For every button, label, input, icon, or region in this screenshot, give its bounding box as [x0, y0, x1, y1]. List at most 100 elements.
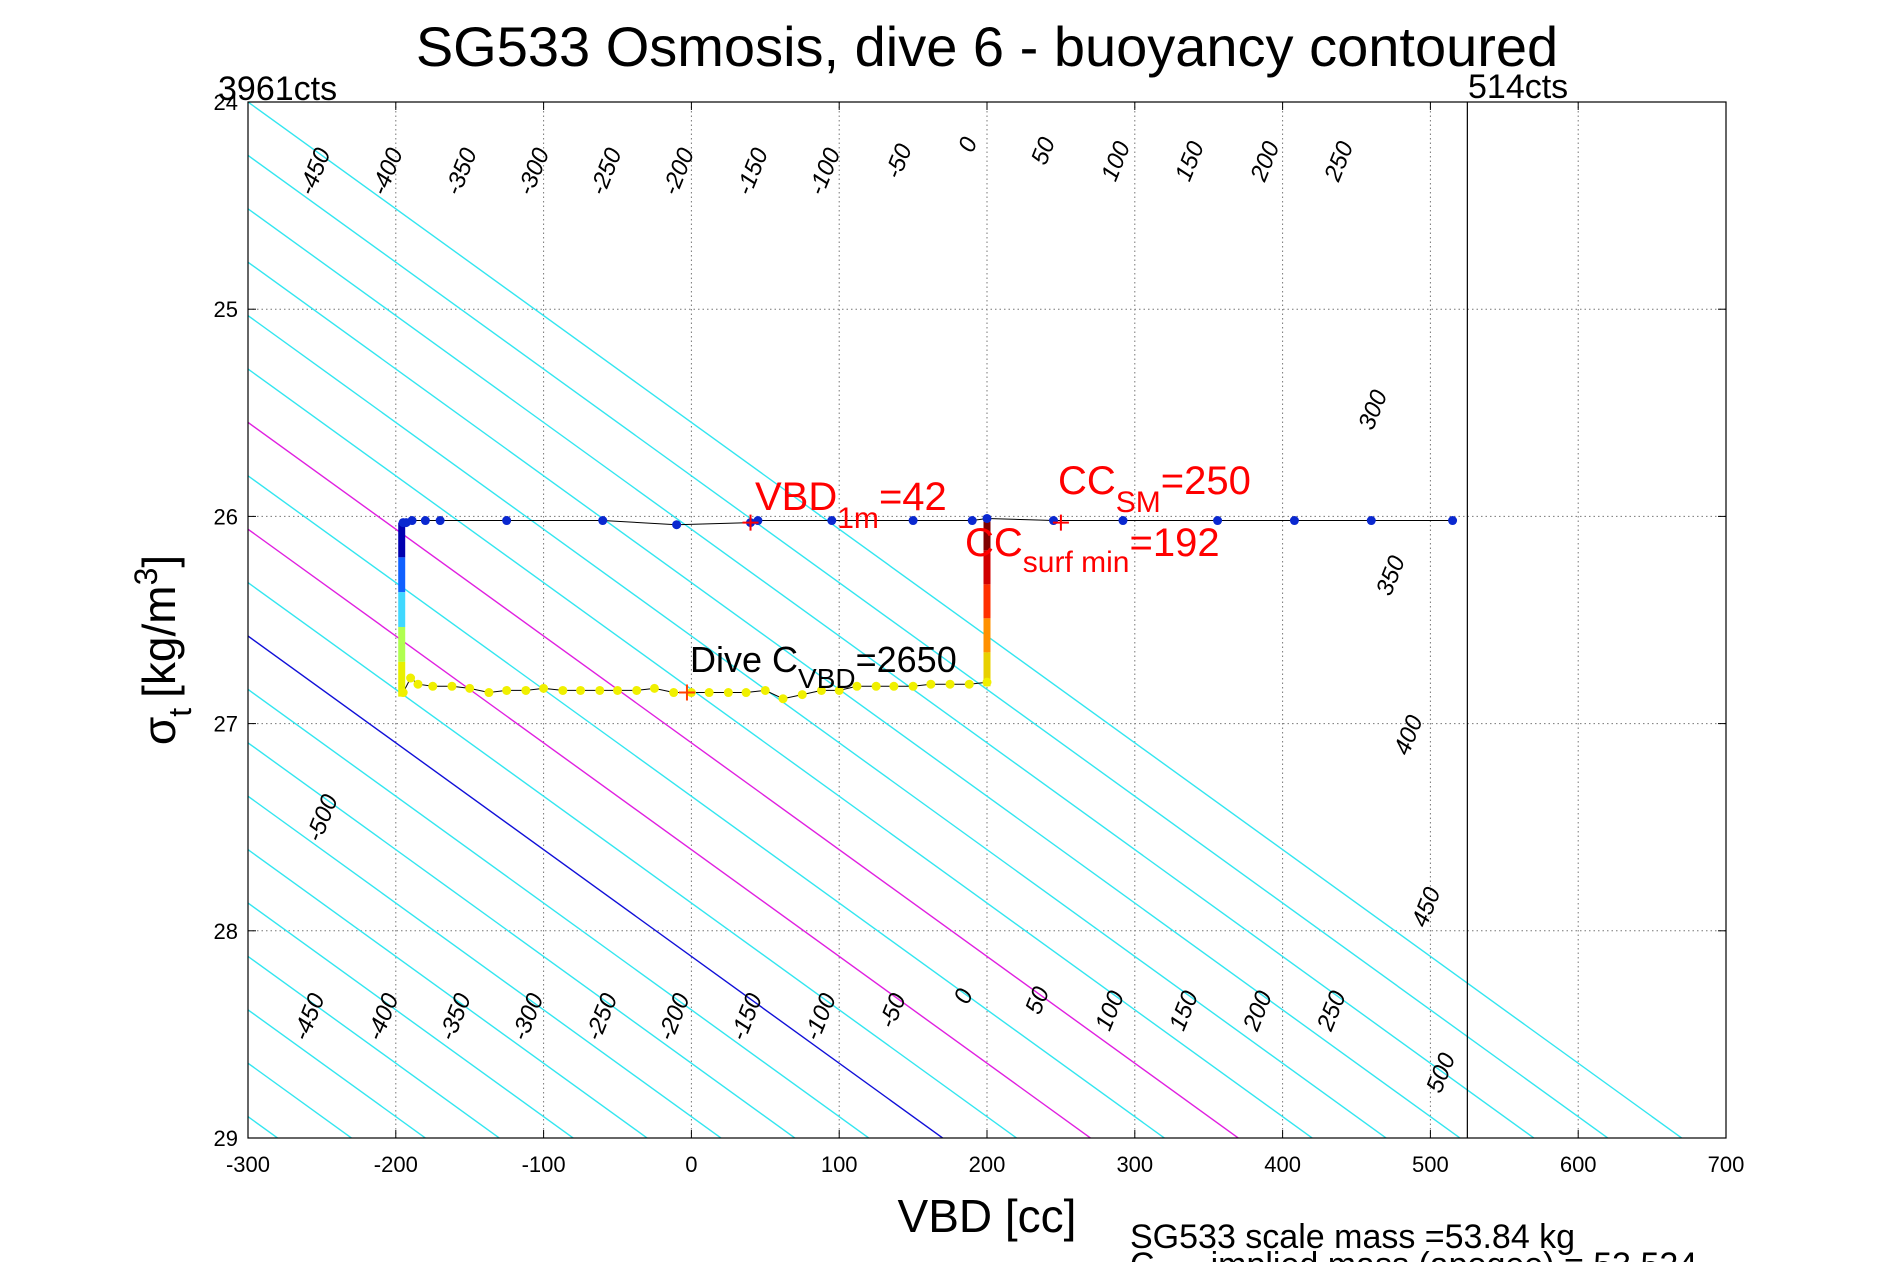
y-tick-label: 29 [214, 1126, 238, 1151]
bottom-point [778, 694, 788, 704]
x-tick-label: 400 [1264, 1152, 1301, 1177]
bottom-point [982, 677, 992, 687]
marker-plus [678, 684, 695, 701]
contour-line-cyan [248, 955, 501, 1138]
contour-label: -400 [361, 989, 404, 1044]
x-tick-label: -200 [374, 1152, 418, 1177]
bottom-point [613, 685, 622, 695]
cc-surf-min-main: CC [965, 521, 1023, 565]
y-axis-label-close: ] [133, 555, 185, 568]
contour-line-cyan [248, 261, 1462, 1138]
contour-line-cyan [248, 154, 1609, 1138]
dive-c-vbd-value: =2650 [856, 639, 957, 680]
surface-point [420, 516, 430, 526]
bottom-point [964, 679, 974, 689]
vbd-1m-value: =42 [879, 475, 947, 519]
y-tick-label: 26 [214, 504, 238, 529]
surface-point [1213, 516, 1223, 526]
dive-c-vbd-sub: VBD [798, 663, 856, 694]
contour-label: -500 [301, 790, 344, 845]
contour-label: 350 [1371, 552, 1411, 600]
contour-line-cyan [248, 368, 1314, 1138]
bottom-point [741, 688, 751, 698]
contour-label: -250 [580, 989, 623, 1044]
bottom-point [704, 688, 714, 698]
cc-surf-min-value: =192 [1129, 521, 1219, 565]
buoyancy-contours [248, 102, 1683, 1138]
contour-line-cyan [248, 902, 575, 1138]
surface-point [982, 513, 992, 523]
right-count-label: 514cts [1468, 68, 1568, 106]
contour-label: 200 [1238, 987, 1279, 1036]
y-tick-label: 25 [214, 297, 238, 322]
vbd-1m-sub: 1m [837, 502, 879, 535]
contour-line-cyan [248, 741, 797, 1138]
contour-line-cyan [248, 581, 1018, 1138]
left-count-label: 3961cts [218, 70, 337, 108]
contour-label: -400 [366, 144, 409, 199]
dive-c-vbd-main: Dive C [690, 639, 798, 680]
contour-line-cyan [248, 207, 1536, 1138]
y-axis-label-unit: [kg/m [133, 585, 185, 697]
contour-label: -450 [288, 989, 331, 1044]
bottom-point [465, 683, 475, 693]
bottom-point [406, 673, 416, 683]
bottom-point [816, 685, 826, 695]
contour-label: 0 [949, 985, 979, 1008]
surface-point [1049, 516, 1059, 526]
contour-label: -300 [506, 989, 549, 1044]
contour-label: 50 [1026, 133, 1061, 168]
y-tick-label: 27 [214, 712, 238, 737]
marker-plus [742, 514, 759, 531]
contour-label: -200 [657, 144, 700, 199]
bottom-point [502, 685, 512, 695]
contour-line-magenta [248, 421, 1240, 1138]
footer-scale-mass: SG533 scale mass =53.84 kg [1130, 1218, 1575, 1256]
x-tick-label: 500 [1412, 1152, 1449, 1177]
contour-label: 450 [1406, 883, 1446, 931]
contour-label: 400 [1389, 711, 1429, 759]
contour-line-zero [248, 635, 944, 1138]
surface-point [908, 516, 918, 526]
surface-point [598, 516, 608, 526]
x-tick-label: -100 [522, 1152, 566, 1177]
x-tick-label: 700 [1708, 1152, 1745, 1177]
contour-label: -50 [880, 140, 918, 183]
contour-line-magenta [248, 528, 1092, 1138]
surface-point [502, 516, 512, 526]
bottom-point [484, 688, 494, 698]
bottom-point [413, 679, 423, 689]
surface-point [967, 516, 977, 526]
bottom-point [428, 681, 438, 691]
contour-label: -100 [799, 989, 842, 1044]
x-tick-label: 0 [685, 1152, 697, 1177]
contour-label: -300 [512, 144, 555, 199]
contour-label: -100 [803, 144, 846, 199]
bottom-point [926, 679, 936, 689]
y-axis-label-sup: 3 [128, 568, 164, 586]
contour-label: 150 [1164, 987, 1204, 1035]
surface-point [1289, 516, 1299, 526]
y-axis-label-main: σ [133, 717, 185, 745]
x-tick-label: 200 [969, 1152, 1006, 1177]
bottom-point [797, 690, 807, 700]
contour-label: 100 [1096, 137, 1136, 185]
bottom-point [649, 683, 659, 693]
surface-point [1118, 516, 1128, 526]
x-tick-label: 600 [1560, 1152, 1597, 1177]
y-axis-label-text: σt [kg/m3] [128, 555, 198, 745]
surface-point [435, 516, 445, 526]
y-axis-label: σt [kg/m3] [128, 555, 198, 745]
bottom-point [834, 685, 844, 695]
cc-sm-value: =250 [1161, 459, 1251, 503]
contour-label: -150 [731, 144, 774, 199]
surface-point [407, 516, 417, 526]
contour-line-cyan [248, 795, 723, 1138]
cc-sm-main: CC [1058, 459, 1116, 503]
x-axis-label: VBD [cc] [898, 1190, 1077, 1242]
bottom-point [539, 683, 549, 693]
x-tick-label: -300 [226, 1152, 270, 1177]
contour-label: 200 [1245, 137, 1286, 186]
contour-line-cyan [248, 474, 1166, 1138]
